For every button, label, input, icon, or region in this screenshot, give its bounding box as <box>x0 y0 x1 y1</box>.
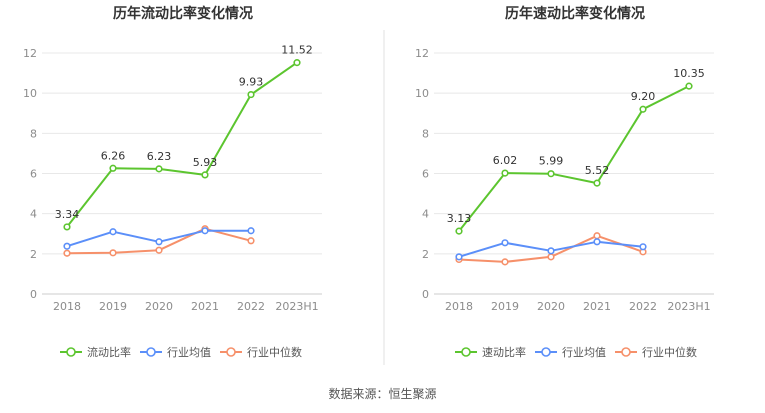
data-point <box>593 179 601 187</box>
y-tick-label: 10 <box>415 87 429 100</box>
legend-label: 行业中位数 <box>247 345 302 359</box>
x-tick-label: 2023H1 <box>275 300 318 313</box>
y-tick-label: 8 <box>422 127 429 140</box>
data-label: 9.20 <box>631 90 656 103</box>
data-point <box>247 90 255 99</box>
data-point <box>247 237 255 245</box>
current-ratio-chart: 历年流动比率变化情况 0 2 4 6 8 10 12 2018 2019 2020 2021 2022 2… <box>23 5 322 359</box>
data-point <box>63 223 71 231</box>
data-label: 5.93 <box>193 156 218 169</box>
legend-label: 速动比率 <box>482 345 526 359</box>
data-label: 9.93 <box>239 76 264 89</box>
data-source-note: 数据来源：恒生聚源 <box>328 387 437 401</box>
legend-label: 行业均值 <box>167 346 211 359</box>
data-point <box>293 59 301 67</box>
data-label: 11.52 <box>281 44 313 57</box>
legend-label: 行业中位数 <box>642 345 697 359</box>
legend-label: 行业均值 <box>562 346 606 359</box>
legend-item: 流动比率 <box>60 345 131 359</box>
data-point <box>109 164 117 172</box>
y-tick-label: 4 <box>30 208 37 221</box>
y-tick-label: 12 <box>415 47 429 60</box>
data-point <box>455 227 463 235</box>
data-point <box>63 242 71 250</box>
data-point <box>247 227 255 235</box>
legend-swatch-marker <box>146 347 156 357</box>
data-point <box>639 243 647 251</box>
data-point <box>155 165 163 173</box>
data-point <box>685 82 693 90</box>
data-label: 3.34 <box>55 208 80 221</box>
y-tick-label: 6 <box>422 168 429 181</box>
data-point <box>501 258 509 266</box>
data-point <box>639 105 647 113</box>
data-point <box>201 171 209 179</box>
data-point <box>63 249 71 257</box>
x-tick-label: 2023H1 <box>667 300 710 313</box>
quick-ratio-chart: 历年速动比率变化情况 0 2 4 6 8 10 12 2018 2019 2020 2021 2022 2… <box>415 5 714 359</box>
data-point <box>155 246 163 254</box>
y-tick-label: 10 <box>23 87 37 100</box>
x-tick-label: 2019 <box>491 300 519 313</box>
legend-item: 行业均值 <box>140 346 211 359</box>
y-tick-label: 2 <box>30 248 37 261</box>
legend-label: 流动比率 <box>87 345 131 359</box>
data-point <box>547 247 555 255</box>
x-tick-label: 2019 <box>99 300 127 313</box>
legend-swatch-marker <box>66 347 76 357</box>
legend-item: 行业均值 <box>535 346 606 359</box>
data-label: 3.13 <box>447 212 472 225</box>
x-tick-label: 2022 <box>629 300 657 313</box>
y-tick-label: 0 <box>30 288 37 301</box>
data-point <box>593 238 601 246</box>
x-tick-label: 2021 <box>191 300 219 313</box>
data-label: 6.26 <box>101 149 126 162</box>
data-point <box>547 253 555 261</box>
data-point <box>501 239 509 247</box>
y-tick-label: 8 <box>30 127 37 140</box>
legend-item: 行业中位数 <box>615 345 697 359</box>
legend-swatch-marker <box>226 347 236 357</box>
data-point <box>109 249 117 257</box>
legend-swatch-marker <box>621 347 631 357</box>
y-tick-label: 0 <box>422 288 429 301</box>
x-tick-label: 2021 <box>583 300 611 313</box>
data-point <box>455 253 463 261</box>
x-tick-label: 2018 <box>445 300 473 313</box>
y-tick-label: 4 <box>422 208 429 221</box>
data-point <box>547 170 555 178</box>
data-label: 5.99 <box>539 155 564 168</box>
y-tick-label: 12 <box>23 47 37 60</box>
data-point <box>109 228 117 236</box>
legend-swatch-marker <box>461 347 471 357</box>
data-point <box>201 227 209 235</box>
x-tick-label: 2020 <box>537 300 565 313</box>
chart-title: 历年流动比率变化情况 <box>113 5 253 22</box>
data-label: 5.52 <box>585 164 610 177</box>
data-point <box>501 169 509 177</box>
x-tick-label: 2020 <box>145 300 173 313</box>
series-line <box>458 85 690 232</box>
x-tick-label: 2022 <box>237 300 265 313</box>
y-tick-label: 2 <box>422 248 429 261</box>
legend-item: 速动比率 <box>455 345 526 359</box>
y-tick-label: 6 <box>30 168 37 181</box>
data-label: 6.02 <box>493 154 518 167</box>
data-label: 10.35 <box>673 67 705 80</box>
data-point <box>155 238 163 246</box>
data-label: 6.23 <box>147 150 172 163</box>
x-tick-label: 2018 <box>53 300 81 313</box>
legend-item: 行业中位数 <box>220 345 302 359</box>
chart-title: 历年速动比率变化情况 <box>505 5 645 22</box>
data-point <box>593 232 601 240</box>
legend-swatch-marker <box>541 347 551 357</box>
series-line <box>66 61 298 228</box>
